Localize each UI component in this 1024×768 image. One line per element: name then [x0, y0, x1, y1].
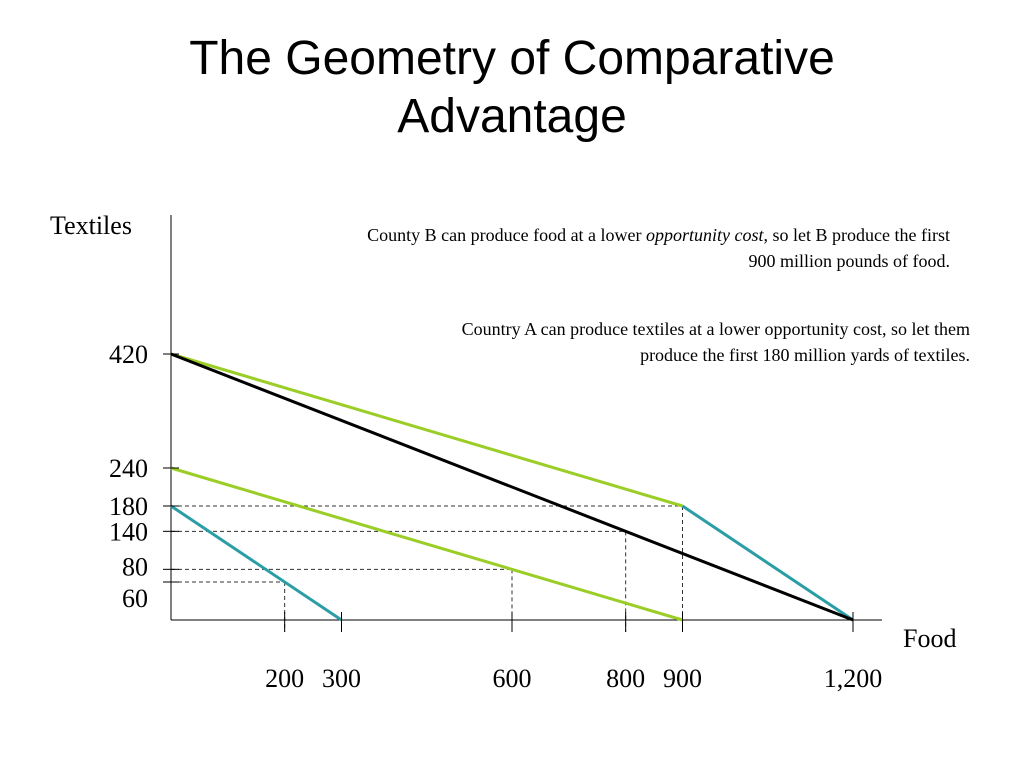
note-a-text-2: produce the first 180 million yards of t… — [640, 345, 970, 365]
x-tick-label-800: 800 — [606, 664, 645, 693]
series-line-3 — [681, 504, 854, 622]
series-line-1 — [170, 504, 343, 622]
note-b-text-2: , so let B produce the first — [763, 225, 950, 245]
note-country-b: County B can produce food at a lower opp… — [180, 222, 950, 274]
y-tick-label-80: 80 — [122, 552, 148, 581]
series-lines — [170, 352, 854, 622]
x-tick-label-600: 600 — [493, 664, 532, 693]
page-title: The Geometry of Comparative Advantage — [0, 30, 1024, 146]
series-line-2 — [170, 352, 683, 508]
note-a-text-1: Country A can produce textiles at a lowe… — [461, 319, 970, 339]
y-tick-label-420: 420 — [109, 340, 148, 369]
y-axis-label: Textiles — [50, 211, 132, 240]
x-tick-label-1200: 1,200 — [824, 664, 883, 693]
series-line-0 — [170, 466, 683, 622]
title-line-1: The Geometry of Comparative — [189, 32, 835, 85]
series-line-4 — [170, 352, 854, 622]
y-tick-label-180: 180 — [109, 492, 148, 521]
note-b-text-3: 900 million pounds of food. — [748, 251, 951, 271]
title-line-2: Advantage — [397, 90, 627, 143]
x-tick-label-300: 300 — [322, 664, 361, 693]
y-tick-label-60: 60 — [122, 584, 148, 613]
note-country-a: Country A can produce textiles at a lowe… — [180, 316, 970, 368]
axes — [170, 215, 882, 621]
guide-lines — [171, 505, 683, 632]
x-axis-label: Food — [903, 624, 956, 653]
y-tick-label-140: 140 — [109, 517, 148, 546]
note-b-text-1: County B can produce food at a lower — [367, 225, 647, 245]
note-b-emphasis: opportunity cost — [646, 225, 764, 245]
x-tick-label-900: 900 — [663, 664, 702, 693]
y-tick-label-240: 240 — [109, 454, 148, 483]
x-tick-label-200: 200 — [265, 664, 304, 693]
